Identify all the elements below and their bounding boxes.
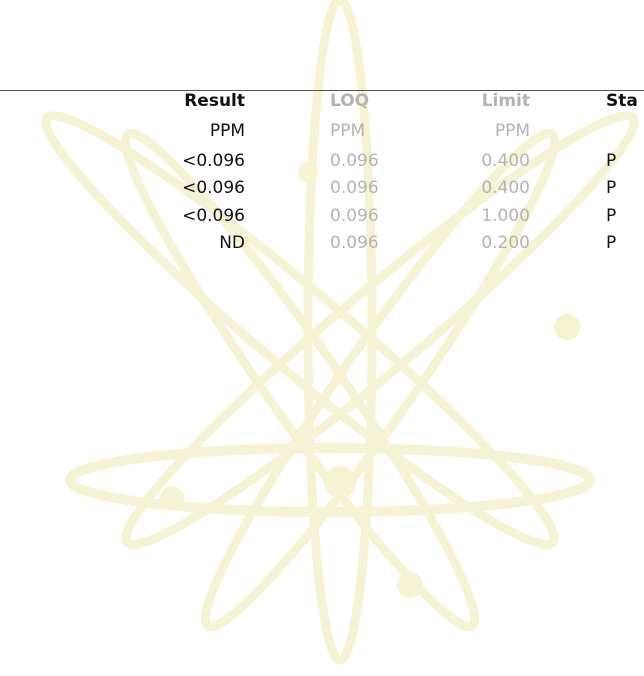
table-cell: 0.096 (330, 206, 379, 226)
table-cell: <0.096 (182, 151, 245, 171)
unit-label: PPM (330, 121, 365, 141)
page: Result LOQ Limit Sta PPM PPM PPM <0.096 0.096 0.4… (0, 0, 644, 676)
table-cell: 0.200 (481, 233, 530, 253)
table: Result LOQ Limit Sta PPM PPM PPM <0.096 0.096 0.4… (0, 0, 644, 676)
table-cell: 0.400 (481, 178, 530, 198)
column-header: Result (184, 91, 245, 111)
column-header: LOQ (330, 91, 369, 111)
table-cell: 0.400 (481, 151, 530, 171)
table-cell: 0.096 (330, 233, 379, 253)
column-header: Sta (606, 91, 638, 111)
header-rule (0, 90, 644, 91)
table-cell: P (606, 233, 616, 253)
table-cell: 0.096 (330, 151, 379, 171)
table-cell: 0.096 (330, 178, 379, 198)
column-header: Limit (482, 91, 530, 111)
table-cell: ND (219, 233, 245, 253)
table-cell: P (606, 206, 616, 226)
table-cell: <0.096 (182, 178, 245, 198)
table-cell: P (606, 151, 616, 171)
table-cell: 1.000 (481, 206, 530, 226)
table-cell: <0.096 (182, 206, 245, 226)
unit-label: PPM (210, 121, 245, 141)
table-cell: P (606, 178, 616, 198)
unit-label: PPM (495, 121, 530, 141)
